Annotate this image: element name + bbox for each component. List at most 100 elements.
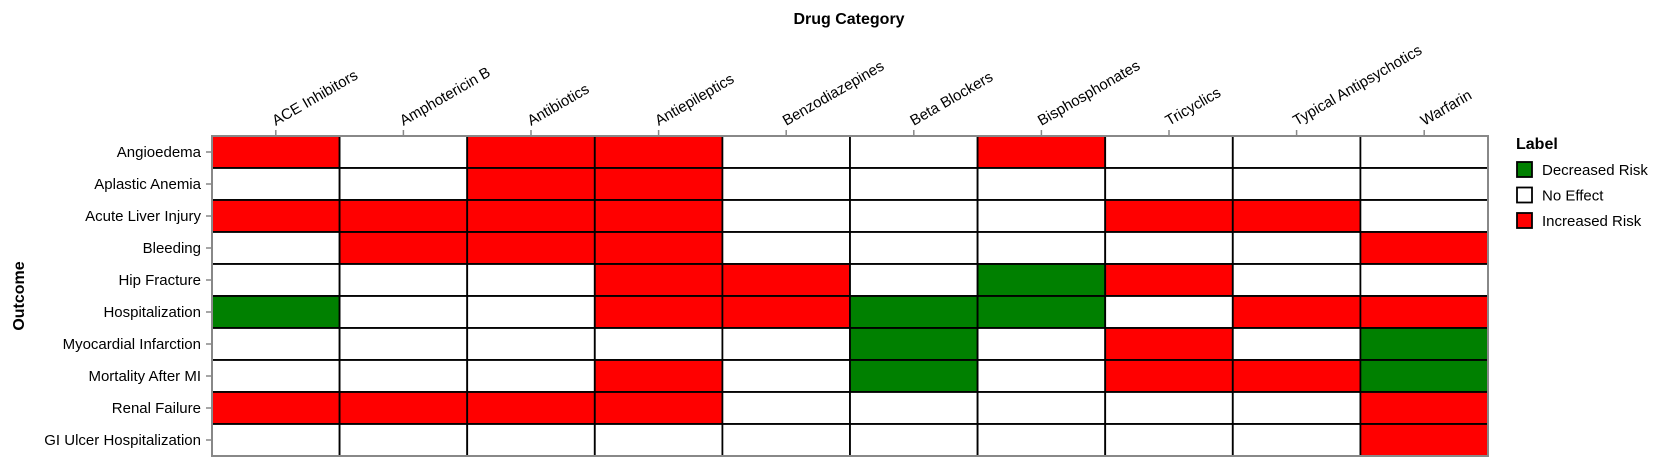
cell-hip-fracture-antibiotics bbox=[466, 263, 596, 297]
cell-aplastic-anemia-bisphosphonates bbox=[976, 167, 1107, 201]
legend-title: Label bbox=[1516, 136, 1558, 153]
x-tick-label: Benzodiazepines bbox=[780, 58, 887, 130]
x-tick-label: Beta Blockers bbox=[907, 68, 996, 129]
x-tick-label: Tricyclics bbox=[1163, 84, 1224, 129]
cell-hospitalization-warfarin bbox=[1359, 295, 1489, 329]
cell-gi-ulcer-hospitalization-antibiotics bbox=[466, 423, 596, 457]
legend: Label Decreased Risk No Effect Increased R… bbox=[1516, 136, 1648, 230]
cell-mortality-after-mi-antiepileptics bbox=[593, 359, 724, 393]
x-tick-label: ACE Inhibitors bbox=[269, 67, 361, 130]
cell-gi-ulcer-hospitalization-warfarin bbox=[1359, 423, 1489, 457]
plot-frame bbox=[211, 135, 1489, 457]
cell-gi-ulcer-hospitalization-tricyclics bbox=[1104, 423, 1234, 457]
cell-aplastic-anemia-beta-blockers bbox=[849, 167, 979, 201]
cell-angioedema-warfarin bbox=[1359, 135, 1489, 169]
cell-angioedema-bisphosphonates bbox=[976, 135, 1107, 169]
cell-bleeding-warfarin bbox=[1359, 231, 1489, 265]
cell-acute-liver-injury-beta-blockers bbox=[849, 199, 979, 233]
cell-angioedema-ace-inhibitors bbox=[211, 135, 341, 169]
cell-hospitalization-antiepileptics bbox=[593, 295, 724, 329]
cell-gi-ulcer-hospitalization-benzodiazepines bbox=[721, 423, 851, 457]
heatmap-cells bbox=[211, 135, 1489, 457]
cell-mortality-after-mi-typical-antipsychotics bbox=[1231, 359, 1362, 393]
cell-myocardial-infarction-antibiotics bbox=[466, 327, 596, 361]
cell-mortality-after-mi-bisphosphonates bbox=[976, 359, 1107, 393]
cell-myocardial-infarction-antiepileptics bbox=[593, 327, 724, 361]
cell-bleeding-typical-antipsychotics bbox=[1231, 231, 1362, 265]
y-tick-label: Bleeding bbox=[143, 240, 201, 257]
x-axis-title: Drug Category bbox=[793, 11, 904, 28]
cell-mortality-after-mi-beta-blockers bbox=[849, 359, 979, 393]
cell-myocardial-infarction-typical-antipsychotics bbox=[1231, 327, 1362, 361]
cell-bleeding-antiepileptics bbox=[593, 231, 724, 265]
cell-gi-ulcer-hospitalization-ace-inhibitors bbox=[211, 423, 341, 457]
legend-label-increased-risk: Increased Risk bbox=[1542, 213, 1642, 230]
cell-myocardial-infarction-amphotericin-b bbox=[338, 327, 469, 361]
cell-renal-failure-amphotericin-b bbox=[338, 391, 469, 425]
cell-bleeding-antibiotics bbox=[466, 231, 596, 265]
cell-bleeding-bisphosphonates bbox=[976, 231, 1107, 265]
cell-acute-liver-injury-benzodiazepines bbox=[721, 199, 851, 233]
cell-mortality-after-mi-antibiotics bbox=[466, 359, 596, 393]
cell-angioedema-benzodiazepines bbox=[721, 135, 851, 169]
cell-acute-liver-injury-tricyclics bbox=[1104, 199, 1234, 233]
cell-renal-failure-antibiotics bbox=[466, 391, 596, 425]
cell-acute-liver-injury-antiepileptics bbox=[593, 199, 724, 233]
cell-aplastic-anemia-antibiotics bbox=[466, 167, 596, 201]
cell-hospitalization-typical-antipsychotics bbox=[1231, 295, 1362, 329]
cell-angioedema-typical-antipsychotics bbox=[1231, 135, 1362, 169]
cell-hospitalization-ace-inhibitors bbox=[211, 295, 341, 329]
cell-aplastic-anemia-amphotericin-b bbox=[338, 167, 469, 201]
cell-renal-failure-bisphosphonates bbox=[976, 391, 1107, 425]
legend-label-decreased-risk: Decreased Risk bbox=[1542, 162, 1648, 179]
cell-acute-liver-injury-warfarin bbox=[1359, 199, 1489, 233]
cell-hip-fracture-bisphosphonates bbox=[976, 263, 1107, 297]
cell-myocardial-infarction-warfarin bbox=[1359, 327, 1489, 361]
y-tick-label: Angioedema bbox=[117, 144, 202, 161]
cell-myocardial-infarction-beta-blockers bbox=[849, 327, 979, 361]
y-tick-label: Mortality After MI bbox=[88, 368, 201, 385]
cell-angioedema-antibiotics bbox=[466, 135, 596, 169]
cell-angioedema-antiepileptics bbox=[593, 135, 724, 169]
cell-bleeding-beta-blockers bbox=[849, 231, 979, 265]
cell-mortality-after-mi-ace-inhibitors bbox=[211, 359, 341, 393]
y-tick-label: Hospitalization bbox=[103, 304, 201, 321]
cell-angioedema-tricyclics bbox=[1104, 135, 1234, 169]
cell-aplastic-anemia-warfarin bbox=[1359, 167, 1489, 201]
cell-myocardial-infarction-ace-inhibitors bbox=[211, 327, 341, 361]
cell-hospitalization-benzodiazepines bbox=[721, 295, 851, 329]
y-tick-label: Aplastic Anemia bbox=[94, 176, 201, 193]
cell-renal-failure-antiepileptics bbox=[593, 391, 724, 425]
cell-bleeding-tricyclics bbox=[1104, 231, 1234, 265]
cell-aplastic-anemia-tricyclics bbox=[1104, 167, 1234, 201]
x-tick-label: Warfarin bbox=[1418, 87, 1475, 130]
cell-mortality-after-mi-tricyclics bbox=[1104, 359, 1234, 393]
y-tick-label: Renal Failure bbox=[112, 400, 201, 417]
legend-swatch-no-effect bbox=[1516, 186, 1533, 204]
cell-hospitalization-beta-blockers bbox=[849, 295, 979, 329]
y-tick-label: Myocardial Infarction bbox=[63, 336, 201, 353]
cell-hip-fracture-ace-inhibitors bbox=[211, 263, 341, 297]
cell-aplastic-anemia-benzodiazepines bbox=[721, 167, 851, 201]
cell-acute-liver-injury-amphotericin-b bbox=[338, 199, 469, 233]
cell-angioedema-beta-blockers bbox=[849, 135, 979, 169]
cell-bleeding-amphotericin-b bbox=[338, 231, 469, 265]
cell-acute-liver-injury-bisphosphonates bbox=[976, 199, 1107, 233]
x-tick-label: Antiepileptics bbox=[652, 71, 737, 130]
cell-renal-failure-benzodiazepines bbox=[721, 391, 851, 425]
cell-hip-fracture-beta-blockers bbox=[849, 263, 979, 297]
cell-acute-liver-injury-ace-inhibitors bbox=[211, 199, 341, 233]
cell-gi-ulcer-hospitalization-bisphosphonates bbox=[976, 423, 1107, 457]
cell-mortality-after-mi-amphotericin-b bbox=[338, 359, 469, 393]
legend-swatch-increased-risk bbox=[1516, 212, 1533, 229]
cell-acute-liver-injury-typical-antipsychotics bbox=[1231, 199, 1362, 233]
cell-aplastic-anemia-ace-inhibitors bbox=[211, 167, 341, 201]
legend-label-no-effect: No Effect bbox=[1542, 188, 1604, 205]
cell-acute-liver-injury-antibiotics bbox=[466, 199, 596, 233]
x-tick-label: Antibiotics bbox=[525, 81, 593, 130]
cell-myocardial-infarction-bisphosphonates bbox=[976, 327, 1107, 361]
cell-bleeding-benzodiazepines bbox=[721, 231, 851, 265]
cell-renal-failure-tricyclics bbox=[1104, 391, 1234, 425]
cell-renal-failure-beta-blockers bbox=[849, 391, 979, 425]
x-tick-label: Typical Antipsychotics bbox=[1290, 42, 1425, 130]
